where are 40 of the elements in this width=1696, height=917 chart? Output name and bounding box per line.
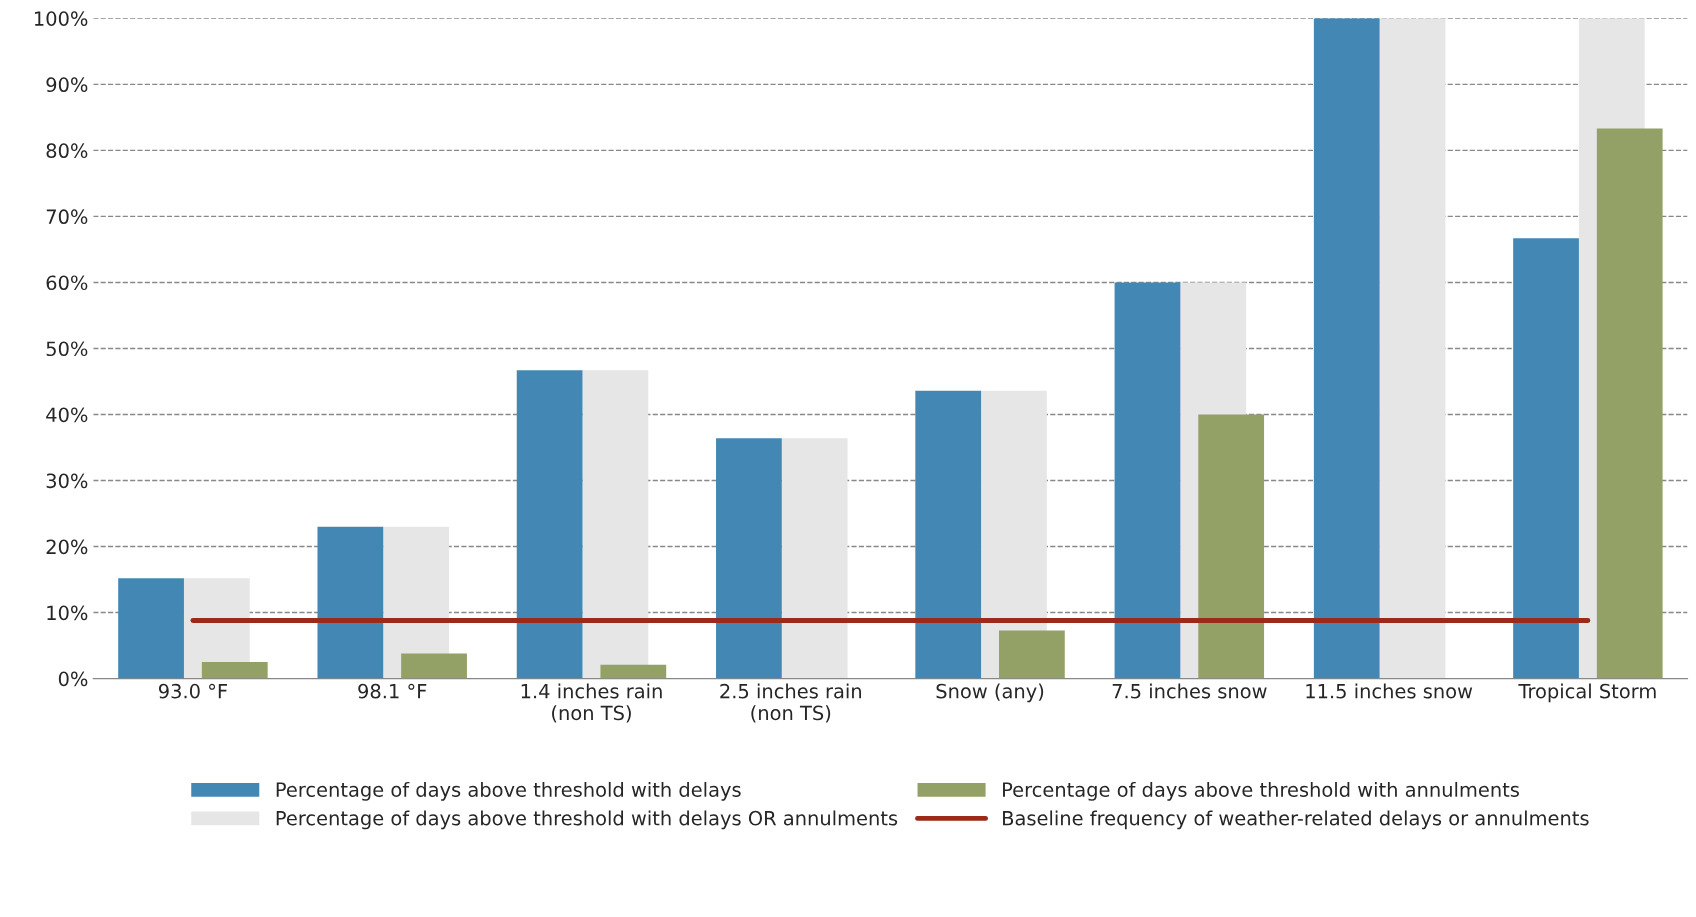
bar <box>582 370 649 679</box>
x-tick-label: 93.0 °F <box>158 683 227 699</box>
bar <box>600 664 667 679</box>
legend-label: Percentage of days above threshold with annulments <box>1003 781 1519 801</box>
bar <box>1198 414 1265 679</box>
bar <box>516 370 583 679</box>
bar <box>1379 18 1446 679</box>
y-tick-label: 100% <box>34 11 88 26</box>
y-tick-label: 30% <box>46 473 88 489</box>
legend-label: Percentage of days above threshold with delays <box>276 781 741 801</box>
bar <box>1596 128 1663 679</box>
bar <box>317 526 384 679</box>
y-tick-label: 0% <box>58 671 88 687</box>
y-tick-label: 90% <box>46 77 88 93</box>
x-tick-label: Tropical Storm <box>1518 683 1656 703</box>
y-tick-label: 40% <box>46 407 88 423</box>
x-tick-label: Snow (any) <box>936 683 1044 703</box>
bar <box>1313 18 1380 679</box>
x-tick-label: 98.1 °F <box>358 683 427 699</box>
y-tick-label: 20% <box>46 539 88 555</box>
x-tick-label: 2.5 inches rain (non TS) <box>720 683 861 723</box>
y-tick-label: 50% <box>46 341 88 357</box>
bar <box>999 630 1065 679</box>
bar <box>915 390 982 679</box>
y-tick-label: 10% <box>47 605 88 621</box>
y-tick-label: 80% <box>46 143 88 159</box>
bar <box>781 438 848 679</box>
y-tick-label: 60% <box>46 275 88 291</box>
bar <box>1513 238 1579 679</box>
x-tick-label: 1.4 inches rain (non TS) <box>521 683 662 723</box>
legend-label: Baseline frequency of weather-related delays or annulments <box>1003 810 1589 830</box>
bar <box>118 578 184 679</box>
x-tick-label: 11.5 inches snow <box>1306 683 1473 699</box>
bar <box>716 438 782 679</box>
x-tick-label: 7.5 inches snow <box>1112 683 1267 699</box>
legend-label: Percentage of days above threshold with delays OR annulments <box>276 810 898 830</box>
bar <box>1114 282 1181 679</box>
y-tick-label: 70% <box>46 209 88 225</box>
bar <box>401 653 467 679</box>
bar <box>201 662 268 679</box>
